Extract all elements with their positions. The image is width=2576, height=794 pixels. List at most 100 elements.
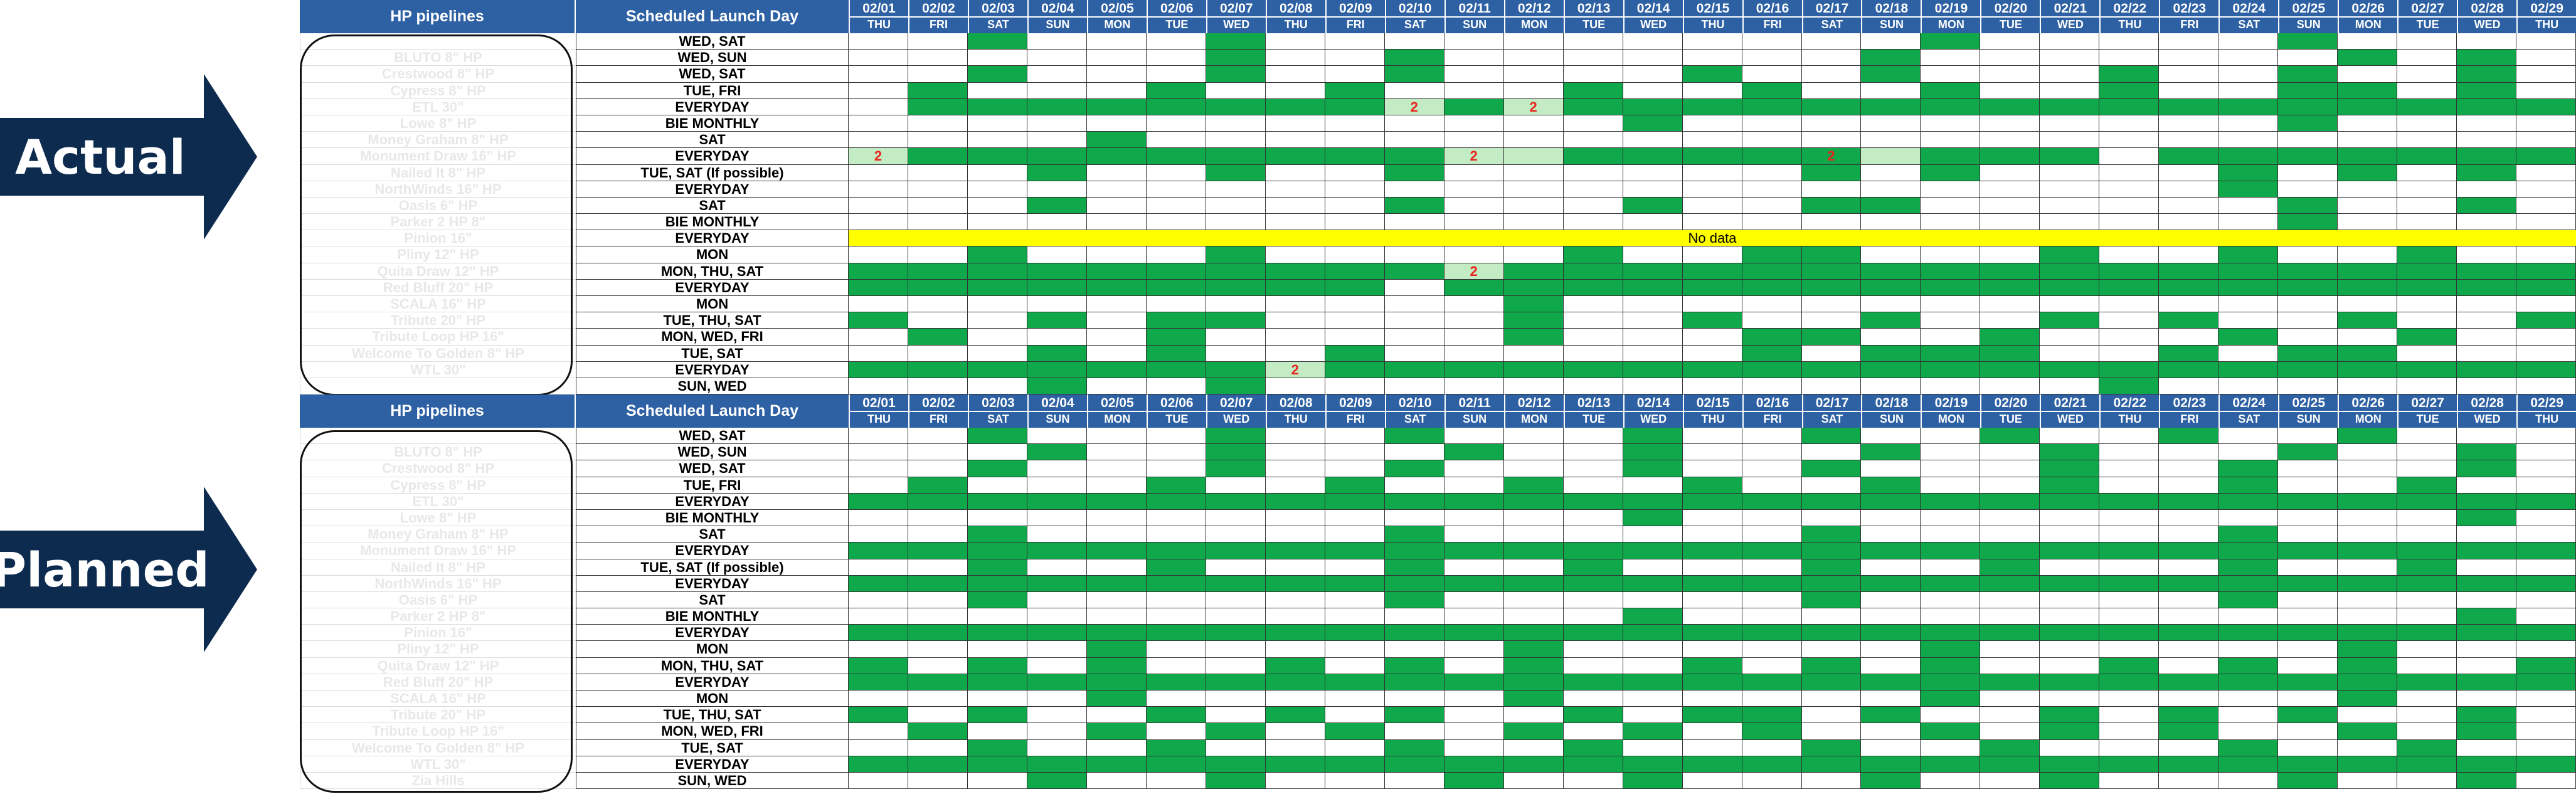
day-cell — [2516, 608, 2576, 625]
date-label: 02/13 — [1564, 394, 1623, 412]
day-cell — [1801, 82, 1862, 99]
day-cell — [1623, 33, 1683, 50]
day-cell — [1861, 246, 1921, 263]
date-label: 02/11 — [1445, 394, 1504, 412]
day-cell — [1325, 625, 1385, 642]
day-cell — [1265, 723, 1325, 740]
weekday-label: MON — [1521, 18, 1548, 31]
day-cells — [849, 559, 2576, 576]
day-cell — [1206, 493, 1266, 510]
date-label: 02/08 — [1266, 394, 1325, 412]
day-cells — [849, 197, 2576, 214]
day-cell — [2159, 98, 2219, 115]
day-cell — [1027, 66, 1087, 83]
day-cell — [2516, 115, 2576, 132]
day-cell — [967, 493, 1027, 510]
day-cell — [2516, 50, 2576, 66]
day-cell — [967, 329, 1027, 346]
day-cell: 2 — [1384, 98, 1444, 115]
day-cell — [1563, 526, 1623, 543]
day-cell — [2457, 608, 2517, 625]
day-cell — [2457, 148, 2517, 165]
day-cell — [1742, 214, 1802, 231]
day-cell — [2099, 132, 2160, 149]
day-cell — [908, 329, 968, 346]
day-cell — [1146, 477, 1206, 494]
day-cell — [1980, 641, 2040, 658]
day-cell — [1503, 115, 1564, 132]
day-cell — [1146, 82, 1206, 99]
day-cell — [908, 132, 968, 149]
day-cell — [1086, 246, 1147, 263]
day-cell — [1027, 625, 1087, 642]
day-cell — [2218, 148, 2279, 165]
day-cell — [2099, 214, 2160, 231]
day-cell — [1444, 296, 1504, 313]
day-cell — [2338, 115, 2398, 132]
day-cell — [967, 756, 1027, 773]
day-cell — [1623, 279, 1683, 296]
day-cell — [1086, 444, 1147, 461]
day-cell — [1563, 674, 1623, 691]
date-label: 02/03 — [968, 0, 1027, 18]
pipeline-name: Pliny 12" HP — [300, 246, 576, 263]
day-cell — [2099, 526, 2160, 543]
day-cell — [1861, 428, 1921, 445]
day-cell — [2218, 460, 2279, 477]
day-cell — [2159, 460, 2219, 477]
day-cell — [2278, 575, 2338, 592]
day-cell — [1503, 181, 1564, 198]
day-cell — [908, 543, 968, 559]
day-cell — [1206, 477, 1266, 494]
table-row: Money Graham 8" HP SAT — [300, 132, 2576, 149]
date-column-header: 02/22 THU — [2099, 0, 2160, 33]
day-cell — [2338, 707, 2398, 724]
day-cell — [1563, 543, 1623, 559]
day-cell — [1146, 428, 1206, 445]
day-cell — [908, 739, 968, 756]
day-cell — [1086, 591, 1147, 609]
table-row: Pinion 16" EVERYDAY No data — [300, 230, 2576, 247]
day-cell — [1801, 444, 1862, 461]
day-cell — [1742, 296, 1802, 313]
day-cell — [2040, 164, 2100, 181]
day-cell — [908, 477, 968, 494]
day-cell — [1206, 279, 1266, 296]
day-cells — [849, 246, 2576, 263]
day-cell — [1027, 608, 1087, 625]
day-cell — [1980, 33, 2040, 50]
day-cell — [967, 641, 1027, 658]
weekday-label: TUE — [1999, 18, 2022, 31]
day-cell — [2516, 772, 2576, 790]
day-cell — [2516, 674, 2576, 691]
day-cell — [1503, 739, 1564, 756]
day-cells: 2 — [849, 361, 2576, 378]
day-cell — [1801, 115, 1862, 132]
day-cell — [2516, 543, 2576, 559]
day-cell — [1623, 312, 1683, 329]
day-cell — [2218, 575, 2279, 592]
day-cell — [1801, 66, 1862, 83]
day-cell — [2338, 345, 2398, 362]
date-column-header: 02/03 SAT — [967, 394, 1027, 428]
day-cell — [2040, 378, 2100, 395]
day-cell — [1027, 312, 1087, 329]
day-cell — [967, 707, 1027, 724]
day-cell — [2040, 625, 2100, 642]
date-label: 02/06 — [1147, 0, 1206, 18]
day-cell — [967, 608, 1027, 625]
day-cell — [1742, 148, 1802, 165]
day-cell — [1027, 428, 1087, 445]
day-cell — [1563, 739, 1623, 756]
scheduled-launch-day: MON, WED, FRI — [576, 723, 849, 740]
day-cell — [2457, 329, 2517, 346]
day-cell — [1801, 33, 1862, 50]
day-cell — [1146, 181, 1206, 198]
day-cell — [1742, 115, 1802, 132]
day-cell — [2338, 98, 2398, 115]
day-cell — [1206, 329, 1266, 346]
day-cell — [2338, 739, 2398, 756]
day-cell — [2218, 674, 2279, 691]
day-cell — [2278, 214, 2338, 231]
